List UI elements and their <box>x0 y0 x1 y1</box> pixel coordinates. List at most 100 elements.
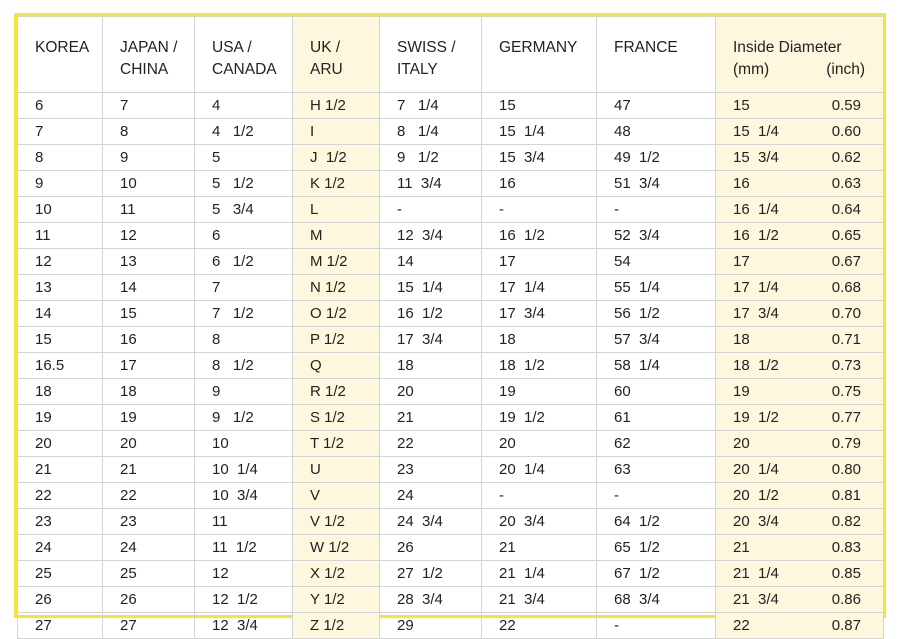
cell-korea: 9 <box>17 170 103 197</box>
cell-france: 56 1/2 <box>596 300 716 327</box>
cell-korea: 15 <box>17 326 103 353</box>
diameter-inch: 0.59 <box>831 97 861 114</box>
cell-korea: 14 <box>17 300 103 327</box>
cell-france: 48 <box>596 118 716 145</box>
ring-size-table: KOREA JAPAN / CHINA USA / CANADA UK / ARU S… <box>17 16 884 639</box>
cell-japan-china: 10 <box>102 170 195 197</box>
diameter-inch: 0.77 <box>831 409 861 426</box>
cell-japan-china: 11 <box>102 196 195 223</box>
cell-swiss-italy: 27 1/2 <box>379 560 482 587</box>
diameter-mm: 18 1/2 <box>733 357 779 374</box>
cell-japan-china: 24 <box>102 534 195 561</box>
cell-germany: 18 <box>481 326 597 353</box>
cell-korea: 16.5 <box>17 352 103 379</box>
cell-germany: 21 <box>481 534 597 561</box>
cell-uk-aru: T 1/2 <box>292 430 380 457</box>
cell-usa-canada: 11 1/2 <box>194 534 293 561</box>
cell-japan-china: 17 <box>102 352 195 379</box>
cell-swiss-italy: 23 <box>379 456 482 483</box>
cell-japan-china: 25 <box>102 560 195 587</box>
cell-usa-canada: 9 1/2 <box>194 404 293 431</box>
diameter-inch: 0.85 <box>831 565 861 582</box>
diameter-title: Inside Diameter <box>733 39 842 56</box>
table-row: 22 22 10 3/4 V 24- -20 1/2 0.81 <box>17 482 884 509</box>
table-row: 25 25 12 X 1/2 27 1/2 21 1/4 67 1/2 21 1/4 0.85 <box>17 560 884 587</box>
cell-inside-diameter: 20 0.79 <box>715 430 884 457</box>
cell-france: 62 <box>596 430 716 457</box>
cell-swiss-italy: 12 3/4 <box>379 222 482 249</box>
cell-germany: 21 1/4 <box>481 560 597 587</box>
cell-germany: 17 <box>481 248 597 275</box>
cell-uk-aru: I <box>292 118 380 145</box>
cell-korea: 22 <box>17 482 103 509</box>
cell-inside-diameter: 21 3/4 0.86 <box>715 586 884 613</box>
cell-uk-aru: S 1/2 <box>292 404 380 431</box>
table-row: 11 12 6 M 12 3/4 16 1/2 52 3/4 16 1/2 0.65 <box>17 222 884 249</box>
cell-inside-diameter: 17 1/4 0.68 <box>715 274 884 301</box>
cell-inside-diameter: 19 0.75 <box>715 378 884 405</box>
cell-france: 57 3/4 <box>596 326 716 353</box>
header-inside-diameter: Inside Diameter (mm) (inch) <box>715 16 884 93</box>
cell-inside-diameter: 20 3/4 0.82 <box>715 508 884 535</box>
diameter-inch: 0.81 <box>831 487 861 504</box>
header-uk-aru: UK / ARU <box>292 16 380 93</box>
cell-usa-canada: 10 1/4 <box>194 456 293 483</box>
cell-france: - <box>596 196 716 223</box>
cell-france: 61 <box>596 404 716 431</box>
ring-size-chart-frame: KOREA JAPAN / CHINA USA / CANADA UK / ARU S… <box>14 13 886 639</box>
cell-inside-diameter: 15 1/4 0.60 <box>715 118 884 145</box>
cell-korea: 10 <box>17 196 103 223</box>
cell-korea: 11 <box>17 222 103 249</box>
diameter-mm: 17 1/4 <box>733 279 779 296</box>
table-row: 12 13 6 1/2 M 1/2 14 17 54 17 0.67 <box>17 248 884 275</box>
cell-usa-canada: 7 <box>194 274 293 301</box>
cell-inside-diameter: 22 0.87 <box>715 612 884 639</box>
cell-inside-diameter: 16 0.63 <box>715 170 884 197</box>
cell-usa-canada: 5 <box>194 144 293 171</box>
cell-korea: 12 <box>17 248 103 275</box>
cell-uk-aru: X 1/2 <box>292 560 380 587</box>
cell-swiss-italy: 20 <box>379 378 482 405</box>
cell-uk-aru: J 1/2 <box>292 144 380 171</box>
cell-france: 47 <box>596 92 716 119</box>
cell-usa-canada: 5 1/2 <box>194 170 293 197</box>
diameter-mm: 17 <box>733 253 750 270</box>
table-row: 23 23 11 V 1/2 24 3/4 20 3/4 64 1/2 20 3/4 0.82 <box>17 508 884 535</box>
cell-france: 58 1/4 <box>596 352 716 379</box>
cell-japan-china: 14 <box>102 274 195 301</box>
diameter-inch: 0.79 <box>831 435 861 452</box>
cell-france: 52 3/4 <box>596 222 716 249</box>
diameter-mm: 15 <box>733 97 750 114</box>
cell-usa-canada: 6 1/2 <box>194 248 293 275</box>
cell-inside-diameter: 17 0.67 <box>715 248 884 275</box>
diameter-mm: 20 1/2 <box>733 487 779 504</box>
cell-swiss-italy: 21 <box>379 404 482 431</box>
cell-japan-china: 16 <box>102 326 195 353</box>
cell-swiss-italy: 14 <box>379 248 482 275</box>
diameter-inch: 0.82 <box>831 513 861 530</box>
cell-inside-diameter: 20 1/2 0.81 <box>715 482 884 509</box>
diameter-inch: 0.68 <box>831 279 861 296</box>
cell-korea: 6 <box>17 92 103 119</box>
cell-usa-canada: 12 1/2 <box>194 586 293 613</box>
cell-france: 54 <box>596 248 716 275</box>
cell-swiss-italy: 22 <box>379 430 482 457</box>
cell-france: 63 <box>596 456 716 483</box>
cell-germany: 17 3/4 <box>481 300 597 327</box>
cell-japan-china: 20 <box>102 430 195 457</box>
cell-uk-aru: M 1/2 <box>292 248 380 275</box>
cell-uk-aru: H 1/2 <box>292 92 380 119</box>
cell-france: 51 3/4 <box>596 170 716 197</box>
table-row: 27 27 12 3/4 Z 1/2 29 22-22 0.87 <box>17 612 884 639</box>
cell-swiss-italy: 16 1/2 <box>379 300 482 327</box>
cell-france: 68 3/4 <box>596 586 716 613</box>
cell-france: 55 1/4 <box>596 274 716 301</box>
diameter-mm: 18 <box>733 331 750 348</box>
unit-mm: (mm) <box>733 61 770 78</box>
cell-usa-canada: 7 1/2 <box>194 300 293 327</box>
cell-germany: 20 3/4 <box>481 508 597 535</box>
cell-germany: 20 <box>481 430 597 457</box>
cell-uk-aru: O 1/2 <box>292 300 380 327</box>
cell-usa-canada: 5 3/4 <box>194 196 293 223</box>
